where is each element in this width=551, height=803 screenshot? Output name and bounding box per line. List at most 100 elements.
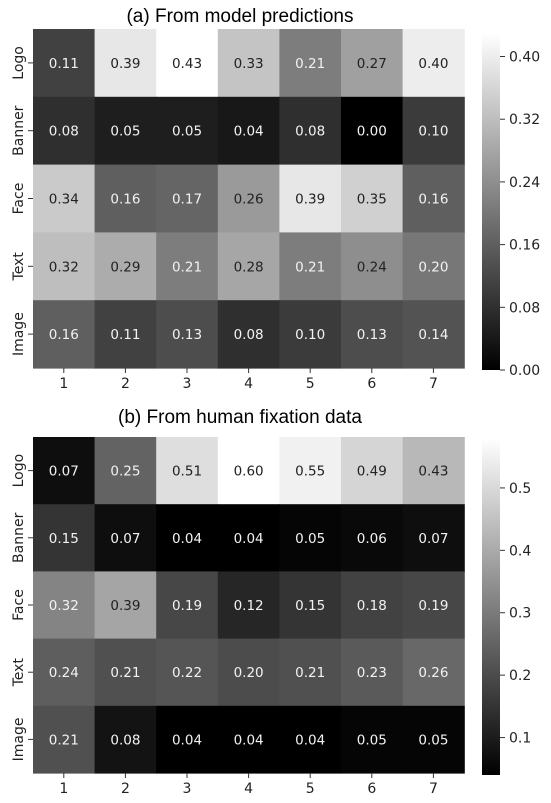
heatmap-cell bbox=[402, 705, 465, 774]
heatmap-cell bbox=[341, 437, 404, 505]
colorbar-tick-label: 0.32 bbox=[509, 112, 540, 128]
row-tick-label: Face bbox=[11, 183, 27, 215]
cell-label: 0.29 bbox=[110, 259, 140, 275]
heatmap-cell bbox=[33, 300, 96, 369]
heatmap-cell bbox=[279, 29, 342, 98]
heatmap-cell bbox=[94, 232, 157, 301]
heatmap-cell bbox=[33, 571, 96, 640]
heatmap-cell bbox=[217, 638, 280, 707]
col-tick-label: 3 bbox=[183, 781, 192, 797]
cell-label: 0.16 bbox=[418, 192, 448, 208]
heatmap-cell bbox=[156, 571, 219, 640]
heatmap-cell bbox=[156, 437, 219, 505]
cell-label: 0.07 bbox=[49, 464, 79, 480]
heatmap-cell bbox=[156, 504, 219, 572]
colorbar-tick-label: 0.16 bbox=[509, 238, 540, 254]
col-tick-label: 7 bbox=[429, 376, 438, 392]
heatmap-cell bbox=[402, 164, 465, 233]
cell-label: 0.08 bbox=[295, 124, 325, 140]
heatmap-cell bbox=[279, 300, 342, 369]
col-tick-label: 3 bbox=[183, 376, 192, 392]
cell-label: 0.13 bbox=[357, 327, 387, 343]
cell-label: 0.12 bbox=[234, 598, 264, 614]
cell-label: 0.10 bbox=[418, 124, 448, 140]
cell-label: 0.08 bbox=[110, 732, 140, 748]
cell-label: 0.04 bbox=[234, 531, 264, 547]
cell-label: 0.21 bbox=[295, 259, 325, 275]
cell-label: 0.28 bbox=[234, 259, 264, 275]
row-tick-label: Text bbox=[11, 658, 27, 688]
cell-label: 0.39 bbox=[295, 192, 325, 208]
cell-label: 0.04 bbox=[295, 732, 325, 748]
heatmap-cell bbox=[402, 29, 465, 98]
col-tick-label: 2 bbox=[121, 781, 130, 797]
cell-label: 0.15 bbox=[49, 531, 79, 547]
heatmap-cell bbox=[156, 29, 219, 98]
heatmap-cell bbox=[94, 638, 157, 707]
col-tick-label: 1 bbox=[59, 781, 68, 797]
heatmap-cell bbox=[279, 705, 342, 774]
row-tick-label: Banner bbox=[11, 105, 27, 156]
heatmap-cell bbox=[94, 29, 157, 98]
cell-label: 0.15 bbox=[295, 598, 325, 614]
heatmap-cell bbox=[156, 232, 219, 301]
heatmap-cell bbox=[156, 300, 219, 369]
heatmap-cell bbox=[33, 164, 96, 233]
heatmap-cell bbox=[402, 571, 465, 640]
cell-label: 0.21 bbox=[172, 259, 202, 275]
cell-label: 0.55 bbox=[295, 464, 325, 480]
cell-label: 0.33 bbox=[234, 56, 264, 72]
col-tick-label: 5 bbox=[306, 781, 315, 797]
row-tick-label: Logo bbox=[11, 454, 27, 488]
heatmap-cell bbox=[402, 638, 465, 707]
cell-label: 0.05 bbox=[110, 124, 140, 140]
cell-label: 0.11 bbox=[110, 327, 140, 343]
col-tick-label: 6 bbox=[367, 781, 376, 797]
row-tick-label: Text bbox=[11, 252, 27, 282]
heatmap-cell bbox=[341, 29, 404, 98]
heatmap-cell bbox=[94, 705, 157, 774]
heatmap-cell bbox=[341, 638, 404, 707]
cell-label: 0.00 bbox=[357, 124, 387, 140]
heatmap-cell bbox=[33, 504, 96, 572]
heatmap-cell bbox=[402, 232, 465, 301]
heatmap-cell bbox=[33, 29, 96, 98]
heatmap-cell bbox=[217, 164, 280, 233]
heatmap-cell bbox=[402, 504, 465, 572]
cell-label: 0.04 bbox=[172, 732, 202, 748]
heatmap-cell bbox=[279, 571, 342, 640]
cell-label: 0.25 bbox=[110, 464, 140, 480]
heatmap-cell bbox=[33, 96, 96, 166]
cell-label: 0.26 bbox=[234, 192, 264, 208]
heatmap-cell bbox=[279, 638, 342, 707]
cell-label: 0.51 bbox=[172, 464, 202, 480]
heatmap-cell bbox=[279, 437, 342, 505]
heatmap-cell bbox=[402, 437, 465, 505]
cell-label: 0.16 bbox=[110, 192, 140, 208]
cell-label: 0.27 bbox=[357, 56, 387, 72]
cell-label: 0.19 bbox=[172, 598, 202, 614]
heatmap-cell bbox=[156, 164, 219, 233]
cell-label: 0.05 bbox=[172, 124, 202, 140]
cell-label: 0.35 bbox=[357, 192, 387, 208]
col-tick-label: 1 bbox=[59, 376, 68, 392]
col-tick-label: 2 bbox=[121, 376, 130, 392]
heatmap-cell bbox=[341, 96, 404, 166]
heatmap-cell bbox=[217, 504, 280, 572]
heatmap-cell bbox=[156, 705, 219, 774]
heatmap-cell bbox=[217, 96, 280, 166]
heatmap-cell bbox=[156, 638, 219, 707]
heatmap-cell bbox=[217, 232, 280, 301]
heatmap-cell bbox=[217, 29, 280, 98]
colorbar-tick-label: 0.2 bbox=[509, 668, 531, 684]
cell-label: 0.43 bbox=[418, 464, 448, 480]
cell-label: 0.21 bbox=[295, 665, 325, 681]
cell-label: 0.22 bbox=[172, 665, 202, 681]
row-tick-label: Face bbox=[11, 589, 27, 621]
cell-label: 0.39 bbox=[110, 56, 140, 72]
cell-label: 0.32 bbox=[49, 598, 79, 614]
cell-label: 0.11 bbox=[49, 56, 79, 72]
heatmap-cell bbox=[94, 571, 157, 640]
heatmap-cell bbox=[217, 705, 280, 774]
colorbar-tick-label: 0.08 bbox=[509, 300, 540, 316]
